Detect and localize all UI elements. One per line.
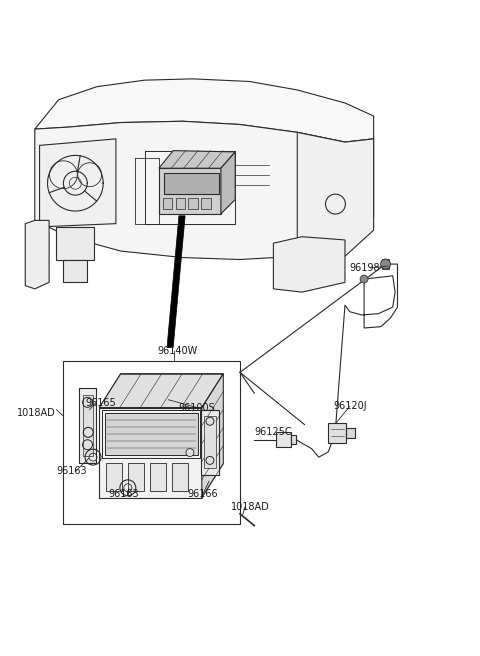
Text: 96100S: 96100S [178, 403, 215, 413]
Polygon shape [172, 463, 188, 491]
Text: 96165: 96165 [85, 398, 116, 408]
Bar [382, 259, 389, 270]
Bar [291, 435, 296, 444]
Polygon shape [164, 173, 218, 194]
Text: 1018AD: 1018AD [17, 408, 55, 418]
Polygon shape [79, 388, 96, 463]
Bar [276, 432, 291, 447]
Polygon shape [167, 216, 185, 348]
Bar [328, 422, 347, 443]
Polygon shape [163, 197, 172, 209]
Text: 96125C: 96125C [254, 427, 292, 438]
Polygon shape [25, 220, 49, 289]
Polygon shape [201, 409, 219, 475]
Polygon shape [297, 133, 373, 256]
Circle shape [186, 449, 194, 457]
Text: 96166: 96166 [188, 489, 218, 499]
Polygon shape [83, 394, 94, 457]
Polygon shape [159, 151, 235, 168]
Polygon shape [105, 413, 198, 455]
Text: 96120J: 96120J [333, 401, 367, 411]
Polygon shape [99, 374, 223, 407]
Polygon shape [204, 416, 216, 468]
Polygon shape [128, 463, 144, 491]
Polygon shape [202, 374, 223, 497]
Polygon shape [221, 152, 235, 214]
Polygon shape [189, 197, 198, 209]
Polygon shape [56, 227, 95, 260]
Polygon shape [274, 237, 345, 292]
Polygon shape [39, 139, 116, 227]
Polygon shape [201, 197, 211, 209]
Text: 96198: 96198 [350, 263, 380, 273]
Polygon shape [107, 463, 122, 491]
Polygon shape [150, 463, 166, 491]
Bar [63, 361, 240, 523]
Text: 96163: 96163 [56, 466, 87, 476]
Text: 1018AD: 1018AD [230, 502, 269, 512]
Text: 96140W: 96140W [158, 346, 198, 356]
Circle shape [381, 259, 391, 269]
Polygon shape [35, 121, 373, 260]
Polygon shape [99, 407, 202, 497]
Bar [347, 428, 355, 438]
Polygon shape [35, 79, 373, 142]
Polygon shape [159, 168, 221, 214]
Text: 96163: 96163 [109, 489, 139, 499]
Circle shape [360, 275, 368, 283]
Polygon shape [63, 260, 87, 282]
Polygon shape [176, 197, 185, 209]
